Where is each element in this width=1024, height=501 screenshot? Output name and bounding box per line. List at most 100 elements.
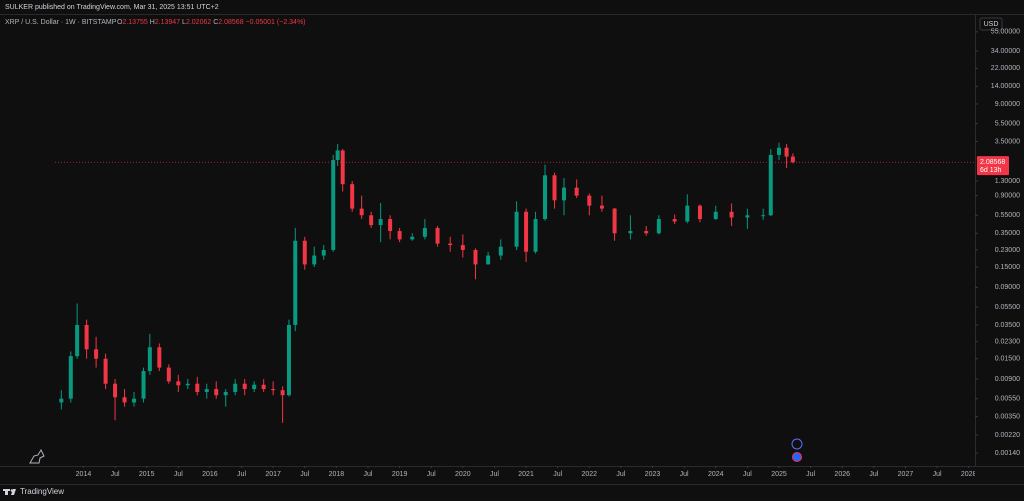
candle-body xyxy=(252,384,257,390)
x-tick-label: 2021 xyxy=(518,471,534,478)
candle-body xyxy=(321,249,326,256)
candle-body xyxy=(644,231,649,234)
y-tick-label: 0.00900 xyxy=(995,376,1020,383)
y-tick-label: 0.00550 xyxy=(995,396,1020,403)
candle-body xyxy=(397,231,402,240)
candle-body xyxy=(132,398,137,403)
plot-area xyxy=(55,142,975,423)
x-tick-label: Jul xyxy=(111,471,120,478)
candle-body xyxy=(448,243,453,246)
brand-name: TradingView xyxy=(20,487,64,496)
y-tick-label: 55.00000 xyxy=(991,29,1020,36)
candle-body xyxy=(350,184,355,209)
ohlc-part: O xyxy=(117,19,123,26)
candle-body xyxy=(473,249,478,265)
candle-body xyxy=(776,147,781,155)
candle-body xyxy=(460,245,465,250)
candle-body xyxy=(280,390,285,396)
x-tick-label: 2028 xyxy=(961,471,977,478)
currency-label[interactable]: USD xyxy=(984,21,999,28)
y-tick-label: 14.00000 xyxy=(991,83,1020,90)
candle-body xyxy=(331,160,336,250)
candle-body xyxy=(75,324,80,357)
dino-icon xyxy=(29,448,45,464)
candle-body xyxy=(729,211,734,218)
candle-body xyxy=(242,383,247,390)
ohlc-part: 2.13755 xyxy=(122,19,147,26)
y-tick-label: 0.15000 xyxy=(995,264,1020,271)
candle-body xyxy=(59,398,64,403)
x-tick-label: 2018 xyxy=(329,471,345,478)
price-tag-countdown: 6d 13h xyxy=(980,167,1002,174)
candle-body xyxy=(141,371,146,399)
candle-body xyxy=(685,205,690,222)
candle-body xyxy=(713,211,718,220)
candle-body xyxy=(612,208,617,234)
event-icon[interactable] xyxy=(792,452,802,462)
x-tick-label: Jul xyxy=(300,471,309,478)
candle-body xyxy=(176,381,181,386)
currency-button[interactable] xyxy=(979,17,1003,31)
candle-body xyxy=(410,236,415,240)
ohlc-values: O2.13755 H2.13947 L2.02062 C2.08568 −0.0… xyxy=(117,19,306,26)
candle-body xyxy=(271,389,276,391)
x-tick-label: Jul xyxy=(933,471,942,478)
x-tick-label: Jul xyxy=(743,471,752,478)
candle-body xyxy=(157,347,162,368)
y-tick-label: 0.00350 xyxy=(995,414,1020,421)
y-tick-label: 0.09000 xyxy=(995,284,1020,291)
x-tick-label: Jul xyxy=(427,471,436,478)
candle-body xyxy=(293,240,298,325)
candle-body xyxy=(599,205,604,209)
x-tick-label: Jul xyxy=(616,471,625,478)
x-tick-label: Jul xyxy=(174,471,183,478)
candle-body xyxy=(784,147,789,157)
ohlc-part: (−2.34%) xyxy=(277,19,306,26)
candle-body xyxy=(185,383,190,386)
candle-body xyxy=(359,208,364,216)
candle-body xyxy=(697,205,702,220)
candle-body xyxy=(533,219,538,252)
candle-body xyxy=(113,383,118,398)
candle-body xyxy=(166,367,171,382)
x-tick-label: Jul xyxy=(680,471,689,478)
candle-body xyxy=(543,175,548,220)
candle-body xyxy=(672,219,677,222)
y-tick-label: 0.01500 xyxy=(995,356,1020,363)
candle-body xyxy=(103,358,108,384)
candle-body xyxy=(286,324,291,396)
candle-body xyxy=(340,150,345,185)
y-tick-label: 0.00140 xyxy=(995,450,1020,457)
x-tick-label: Jul xyxy=(237,471,246,478)
y-tick-label: 0.03500 xyxy=(995,322,1020,329)
candle-body xyxy=(422,227,427,237)
y-tick-label: 22.00000 xyxy=(991,65,1020,72)
y-tick-label: 0.35000 xyxy=(995,230,1020,237)
price-tag-box xyxy=(977,156,1009,176)
x-tick-label: 2023 xyxy=(645,471,661,478)
candle-body xyxy=(312,255,317,265)
ohlc-part: 2.02062 xyxy=(186,19,211,26)
brand-logo xyxy=(3,489,16,495)
candle-body xyxy=(498,246,503,256)
y-tick-label: 1.30000 xyxy=(995,178,1020,185)
candle-body xyxy=(122,397,127,403)
candle-body xyxy=(233,383,238,393)
ohlc-part: −0.05001 xyxy=(246,19,275,26)
ohlc-part: C xyxy=(213,19,218,26)
symbol-line: XRP / U.S. Dollar · 1W · BITSTAMP xyxy=(5,19,117,26)
x-tick-label: Jul xyxy=(364,471,373,478)
event-icon[interactable] xyxy=(791,438,803,450)
ohlc-legend: O2.13755 H2.13947 L2.02062 C2.08568 −0.0… xyxy=(117,19,306,26)
candle-body xyxy=(335,150,340,161)
candle-body xyxy=(388,219,393,232)
candle-body xyxy=(587,195,592,206)
candle-body xyxy=(486,255,491,265)
price-tag-value: 2.08568 xyxy=(980,159,1005,166)
ohlc-part: H xyxy=(150,19,155,26)
candle-body xyxy=(84,324,89,350)
x-tick-label: 2022 xyxy=(582,471,598,478)
